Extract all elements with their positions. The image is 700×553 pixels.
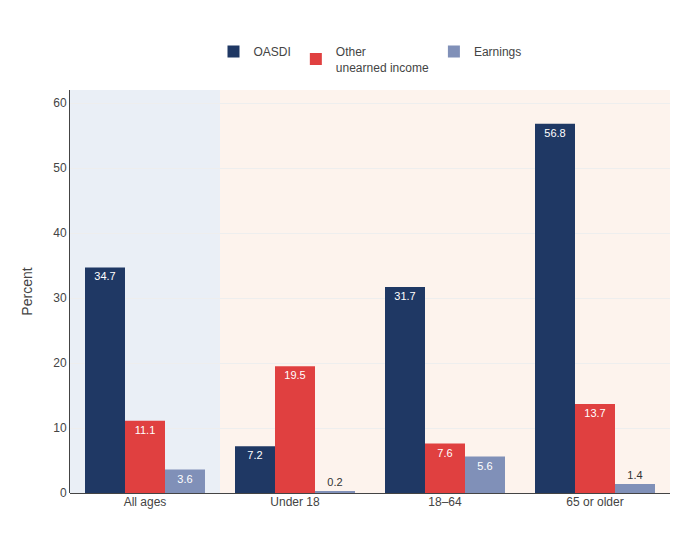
svg-text:56.8: 56.8 [544,127,565,139]
svg-text:60: 60 [53,96,67,110]
svg-text:0.2: 0.2 [327,476,342,488]
svg-text:5.6: 5.6 [477,460,492,472]
svg-text:7.6: 7.6 [437,447,452,459]
svg-text:0: 0 [60,486,67,500]
svg-text:31.7: 31.7 [394,290,415,302]
svg-text:11.1: 11.1 [135,424,156,436]
svg-text:40: 40 [53,226,67,240]
svg-text:Otherunearned income: Otherunearned income [336,45,429,75]
svg-text:1.4: 1.4 [627,469,642,481]
svg-text:13.7: 13.7 [584,407,605,419]
svg-text:Earnings: Earnings [474,45,521,59]
svg-text:50: 50 [53,161,67,175]
svg-text:19.5: 19.5 [284,369,305,381]
svg-text:18–64: 18–64 [428,495,462,509]
svg-text:3.6: 3.6 [177,473,192,485]
svg-text:All ages: All ages [124,495,167,509]
svg-text:Under 18: Under 18 [270,495,320,509]
svg-text:34.7: 34.7 [94,270,115,282]
svg-text:Percent: Percent [19,267,35,315]
svg-text:OASDI: OASDI [254,45,291,59]
svg-text:10: 10 [53,421,67,435]
svg-text:65 or older: 65 or older [566,495,623,509]
svg-text:30: 30 [53,291,67,305]
svg-text:20: 20 [53,356,67,370]
svg-text:7.2: 7.2 [247,449,262,461]
